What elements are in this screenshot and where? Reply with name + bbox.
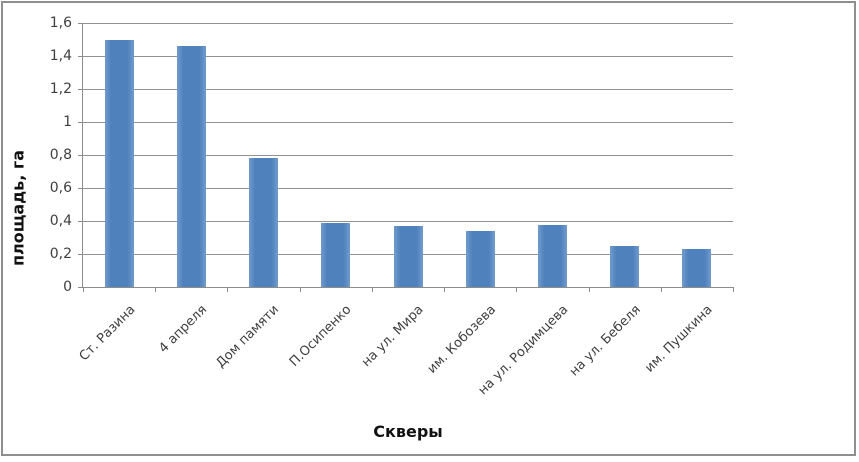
x-tick-mark bbox=[516, 288, 518, 292]
y-tick-mark bbox=[78, 254, 83, 255]
x-tick-label: Дом памяти bbox=[213, 302, 283, 372]
y-tick-label: 1,6 bbox=[49, 15, 72, 31]
x-tick-label: 4 апреля bbox=[156, 302, 211, 357]
x-tick-label: Ст. Разина bbox=[76, 302, 139, 365]
bar-8 bbox=[610, 245, 640, 287]
bar-2 bbox=[176, 46, 206, 287]
bar-5 bbox=[393, 225, 423, 287]
gridline bbox=[83, 122, 733, 123]
x-tick-mark bbox=[733, 288, 734, 292]
gridline bbox=[83, 56, 733, 57]
y-tick-label: 0,2 bbox=[49, 246, 72, 262]
x-tick-mark bbox=[155, 288, 157, 292]
y-tick-label: 0 bbox=[63, 279, 72, 295]
bar-7 bbox=[537, 225, 567, 287]
y-axis-title: площадь, га bbox=[8, 149, 28, 267]
x-tick-mark bbox=[227, 288, 229, 292]
y-tick-label: 1 bbox=[63, 114, 72, 130]
y-tick-label: 0,4 bbox=[49, 213, 72, 229]
x-tick-mark bbox=[660, 288, 662, 292]
y-tick-mark bbox=[78, 155, 83, 156]
gridline bbox=[83, 188, 733, 189]
x-tick-mark bbox=[371, 288, 373, 292]
y-tick-label: 0,8 bbox=[49, 147, 72, 163]
bar-6 bbox=[465, 230, 495, 287]
bar-3 bbox=[249, 158, 279, 287]
bar-4 bbox=[321, 222, 351, 287]
bar-1 bbox=[104, 39, 134, 287]
x-axis-title: Скверы bbox=[373, 422, 443, 441]
y-tick-mark bbox=[78, 23, 83, 24]
x-tick-mark bbox=[83, 288, 84, 292]
gridline bbox=[83, 155, 733, 156]
x-tick-mark bbox=[588, 288, 590, 292]
y-tick-label: 0,6 bbox=[49, 180, 72, 196]
x-tick-label: им. Кобозева bbox=[424, 302, 500, 377]
y-tick-label: 1,4 bbox=[49, 48, 72, 64]
gridline bbox=[83, 221, 733, 222]
x-tick-label: на ул. Мира bbox=[359, 302, 427, 370]
x-tick-label: им. Пушкина bbox=[642, 302, 716, 376]
y-tick-mark bbox=[78, 287, 83, 288]
x-tick-label: на ул. Бебеля bbox=[566, 302, 644, 380]
y-tick-mark bbox=[78, 188, 83, 189]
y-tick-mark bbox=[78, 122, 83, 123]
x-tick-mark bbox=[444, 288, 446, 292]
x-axis-line bbox=[82, 287, 734, 288]
plot-area bbox=[83, 23, 733, 287]
y-tick-mark bbox=[78, 56, 83, 57]
y-tick-label: 1,2 bbox=[49, 81, 72, 97]
gridline bbox=[83, 89, 733, 90]
y-tick-mark bbox=[78, 89, 83, 90]
gridline bbox=[83, 23, 733, 24]
x-tick-mark bbox=[299, 288, 301, 292]
y-tick-mark bbox=[78, 221, 83, 222]
bar-9 bbox=[682, 249, 712, 287]
x-tick-label: П.Осипенко bbox=[287, 302, 355, 370]
